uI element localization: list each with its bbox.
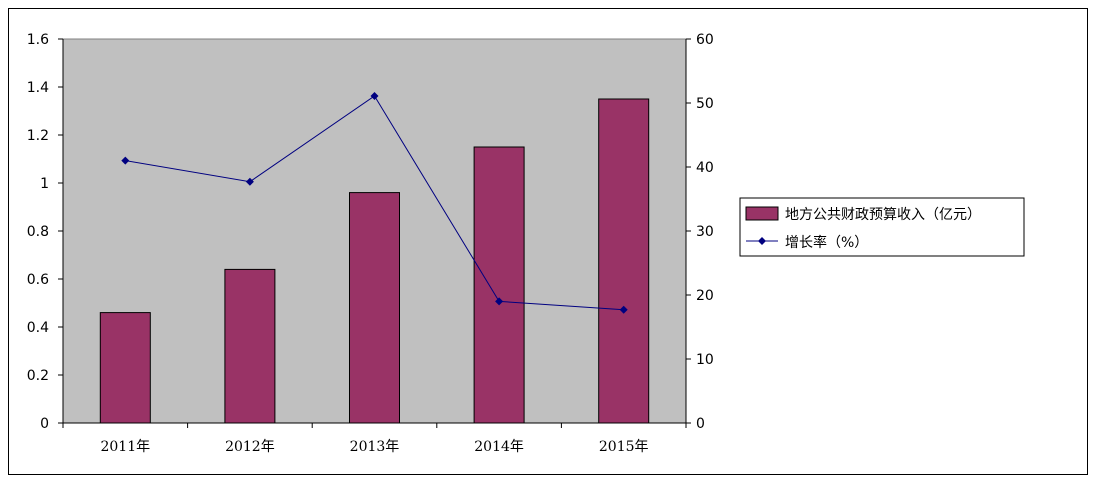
x-axis: 2011年 2012年 2013年 2014年 2015年 <box>62 422 687 455</box>
legend-swatch-bar <box>745 206 779 221</box>
x-tick-label: 2011年 <box>100 439 150 455</box>
right-tick-label: 40 <box>696 160 714 176</box>
x-tick-label: 2015年 <box>599 439 649 455</box>
line-marker-2011年 <box>121 156 130 165</box>
line-marker-2015年 <box>619 305 628 314</box>
right-tick-label: 30 <box>696 224 714 240</box>
right-tick-label: 0 <box>696 416 705 432</box>
right-tick-label: 10 <box>696 352 714 368</box>
legend: 地方公共财政预算收入（亿元） 增长率（%） <box>739 197 1025 257</box>
left-tick-label: 0.6 <box>27 272 49 288</box>
bar-2012年 <box>224 268 276 424</box>
legend-label-bar: 地方公共财政预算收入（亿元） <box>785 207 981 223</box>
legend-box <box>739 197 1025 257</box>
left-tick-label: 1.2 <box>27 128 49 144</box>
bar-2015年 <box>598 98 650 424</box>
legend-swatch-marker <box>758 237 766 245</box>
legend-label-line: 增长率（%） <box>785 234 868 251</box>
right-axis: 0 10 20 30 40 50 60 <box>685 32 714 432</box>
x-tick-label: 2013年 <box>350 439 400 455</box>
left-tick-label: 0.2 <box>27 368 49 384</box>
left-tick-label: 0.8 <box>27 224 49 240</box>
left-tick-label: 1.4 <box>27 80 49 96</box>
left-axis: 0 0.2 0.4 0.6 0.8 1 1.2 1.4 1.6 <box>27 32 64 432</box>
right-tick-label: 50 <box>696 96 714 112</box>
line-marker-2013年 <box>370 91 379 100</box>
bar-series <box>99 98 650 424</box>
line-marker-2014年 <box>495 297 504 306</box>
right-tick-label: 60 <box>696 32 714 48</box>
growth-rate-markers <box>121 91 628 314</box>
bar-2013年 <box>349 192 400 424</box>
bar-2011年 <box>99 312 151 424</box>
bar-2014年 <box>473 146 525 424</box>
line-marker-2012年 <box>245 177 254 186</box>
right-tick-label: 20 <box>696 288 714 304</box>
left-tick-label: 0 <box>40 416 49 432</box>
x-tick-label: 2014年 <box>474 439 524 455</box>
x-tick-label: 2012年 <box>225 439 275 455</box>
left-tick-label: 1.6 <box>27 32 49 48</box>
left-tick-label: 1 <box>40 176 49 192</box>
left-tick-label: 0.4 <box>27 320 49 336</box>
